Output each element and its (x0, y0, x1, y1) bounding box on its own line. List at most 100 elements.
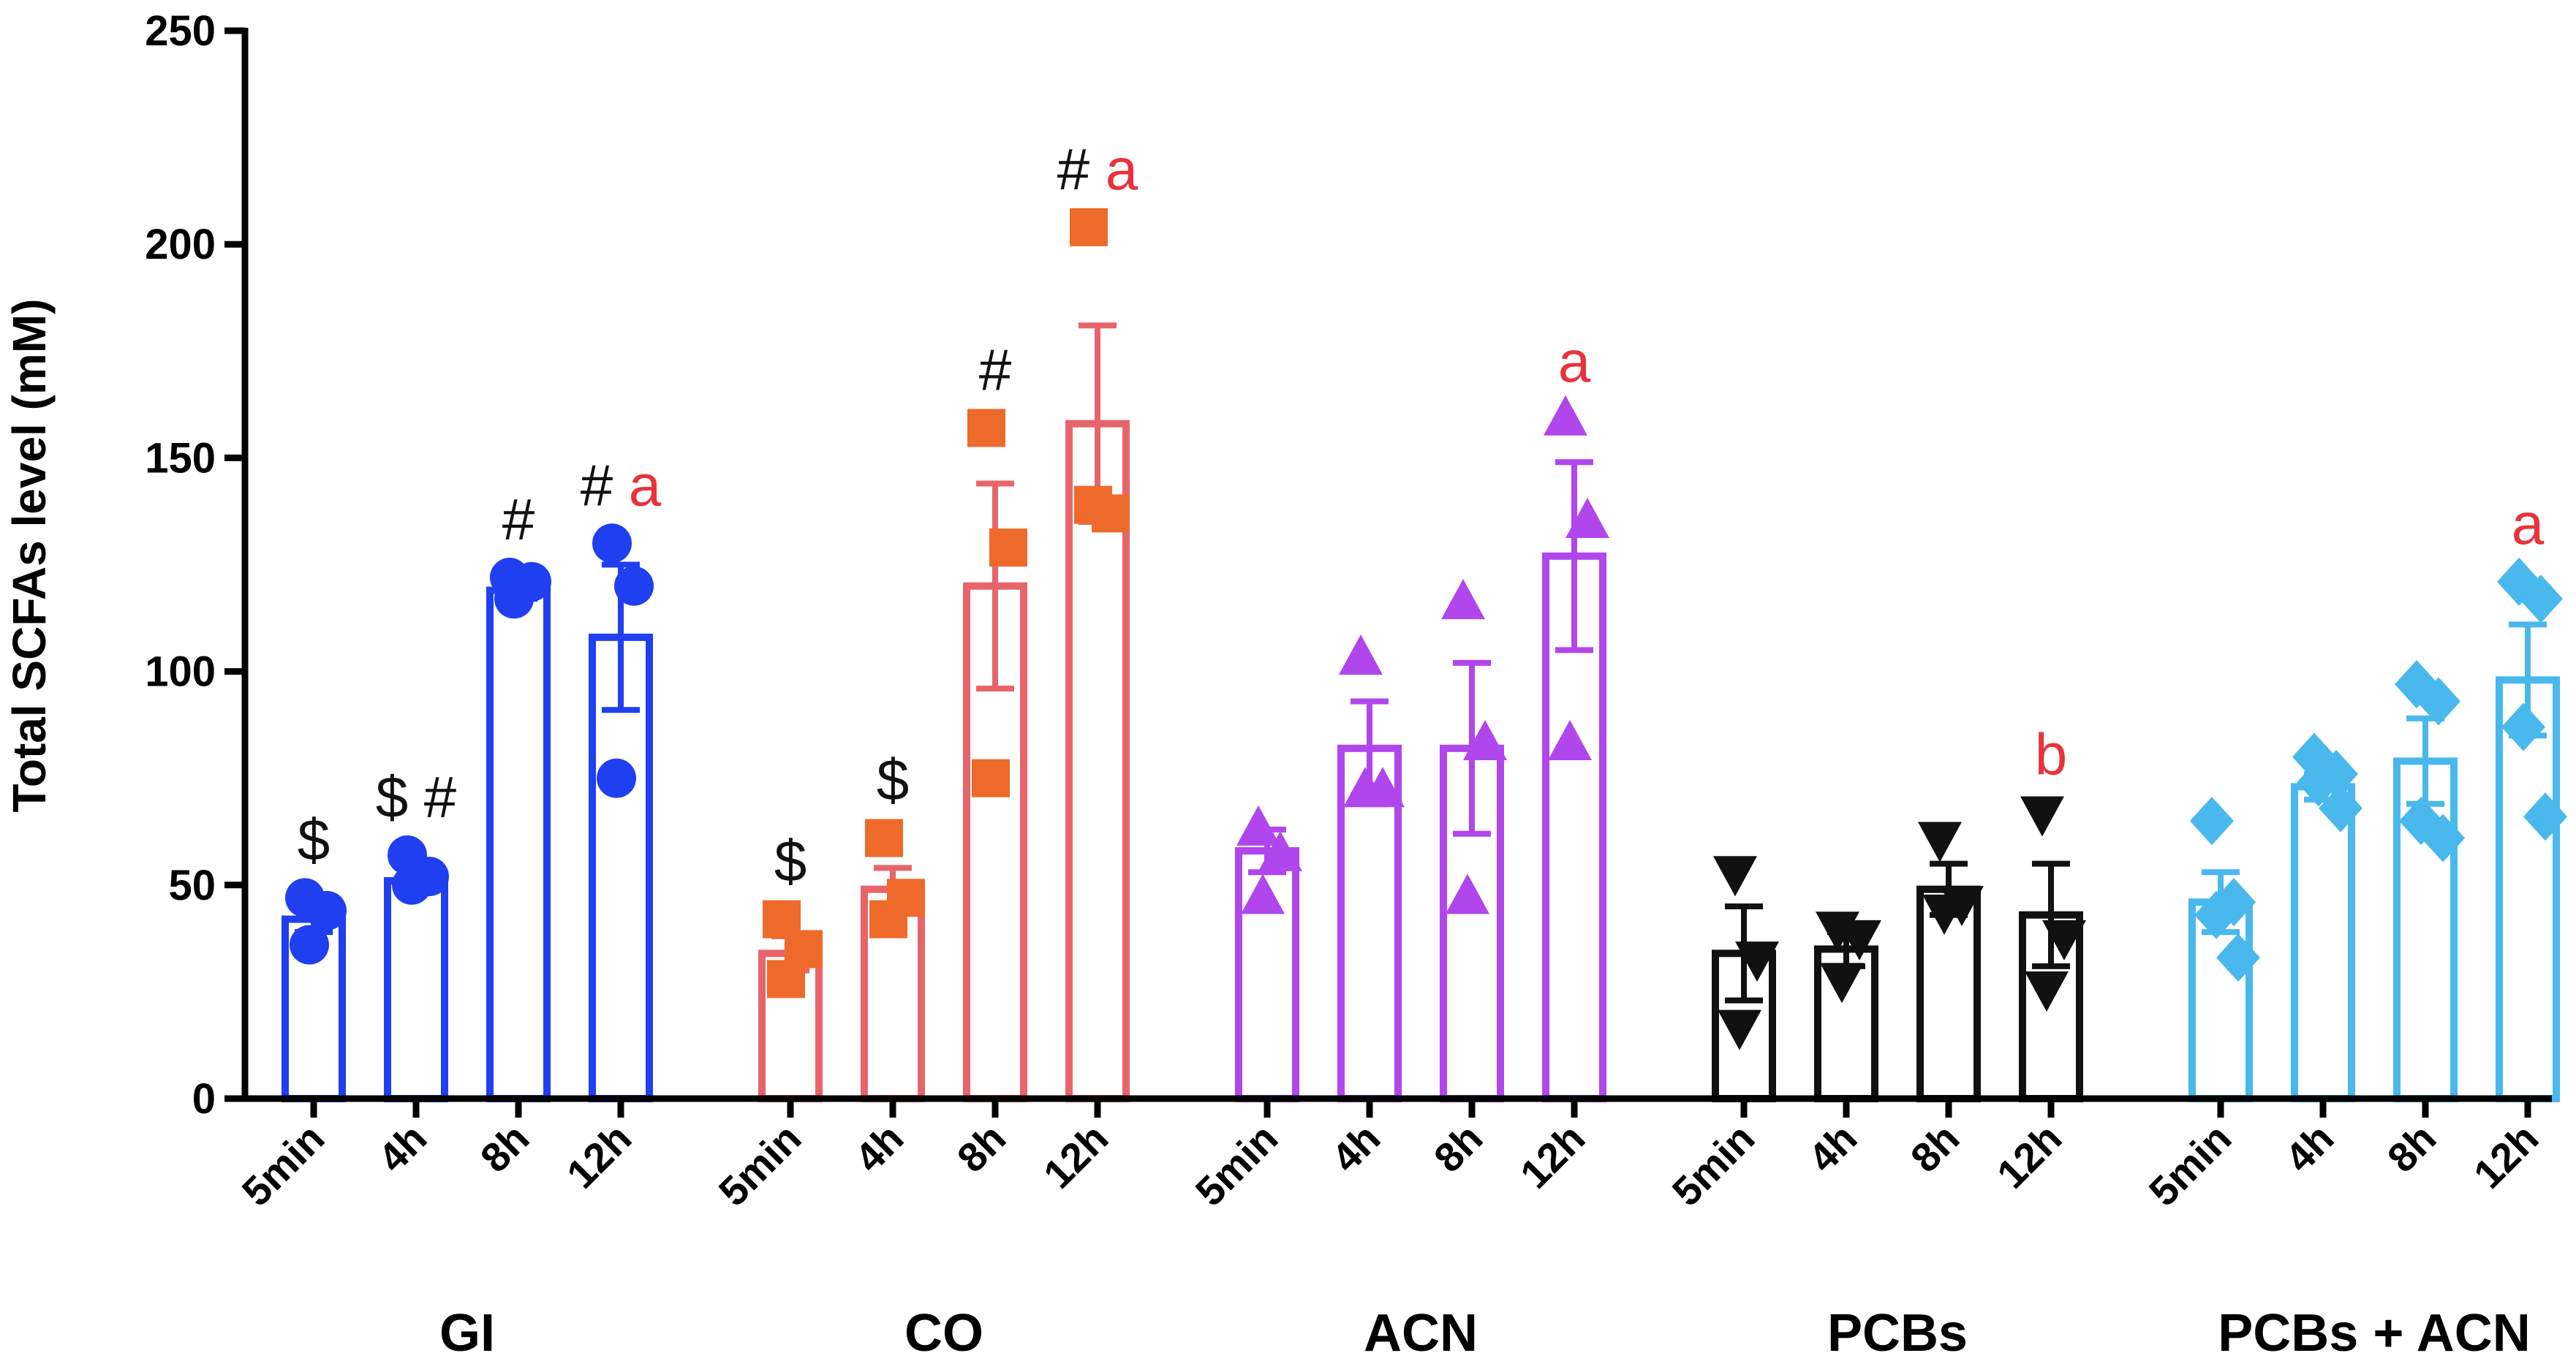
x-tick-label: 5min (710, 1115, 810, 1215)
significance-mark: a (1558, 329, 1591, 394)
data-point-triangle (1258, 830, 1302, 871)
data-point-diamond (2319, 784, 2362, 833)
x-tick-label: 12h (1988, 1115, 2071, 1197)
y-axis-title: Total SCFAs level (mM) (3, 299, 56, 813)
group-label: ACN (1364, 1304, 1478, 1362)
x-tick-label: 5min (2140, 1115, 2240, 1215)
x-axis: 5min 4h 8h 12h GI 5min 4h 8h 12h CO 5min 4h 8h 12h ACN… (233, 1095, 2552, 1362)
y-tick-label: 150 (145, 434, 216, 482)
x-tick-label: 12h (1035, 1115, 1117, 1197)
data-point-triangle-down (1713, 856, 1757, 897)
data-point-triangle (1544, 395, 1587, 436)
y-tick-label: 50 (168, 862, 216, 909)
x-tick-label: 8h (948, 1115, 1015, 1181)
data-point-triangle-down (1718, 1009, 1761, 1050)
x-tick-label: 12h (558, 1115, 641, 1197)
data-point-triangle-down (1735, 941, 1779, 982)
data-point-triangle-down (1922, 894, 1966, 935)
significance-mark: b (2035, 721, 2068, 787)
data-point-circle (597, 758, 636, 798)
x-tick-label: 5min (1187, 1115, 1287, 1215)
significance-mark: # (979, 337, 1012, 402)
significance-mark: $ (877, 748, 910, 813)
data-point-circle (392, 865, 431, 905)
data-point-circle (614, 566, 654, 606)
data-point-triangle-down (2025, 971, 2069, 1012)
data-point-diamond (2190, 797, 2234, 846)
x-tick-label: 4h (2276, 1115, 2343, 1181)
x-tick-label: 4h (846, 1115, 913, 1181)
data-point-triangle-down (1820, 963, 1864, 1004)
group-label: PCBs (1827, 1304, 1968, 1362)
data-point-square (989, 528, 1027, 567)
data-point-square (767, 960, 805, 998)
significance-mark: # (581, 452, 613, 518)
data-point-triangle-down (1837, 920, 1881, 960)
data-point-triangle-down (2020, 796, 2064, 837)
x-tick-label: 4h (1799, 1115, 1866, 1181)
group-label: GI (439, 1304, 495, 1362)
data-point-diamond (2501, 702, 2545, 751)
data-point-triangle (1446, 873, 1489, 914)
data-point-circle (307, 890, 347, 931)
x-tick-label: 8h (1425, 1115, 1492, 1181)
y-tick-label: 250 (145, 7, 216, 55)
bar (486, 586, 551, 1102)
y-tick-label: 100 (145, 648, 216, 696)
data-point-square (869, 900, 907, 939)
x-tick-label: 8h (2379, 1115, 2445, 1181)
data-point-square (972, 759, 1010, 797)
x-tick-label: 12h (2465, 1115, 2547, 1197)
data-point-diamond (2417, 677, 2460, 726)
x-tick-label: 4h (1323, 1115, 1389, 1181)
significance-mark: $ (774, 829, 807, 894)
data-point-diamond (2297, 758, 2341, 807)
y-tick-label: 200 (145, 221, 216, 268)
data-point-triangle-down (1918, 822, 1962, 863)
data-point-diamond (2523, 792, 2567, 841)
data-point-square (1070, 208, 1108, 246)
group-label: CO (904, 1304, 983, 1362)
data-point-triangle (1339, 634, 1383, 675)
significance-mark: # (502, 487, 535, 552)
significance-mark: a (629, 452, 662, 518)
data-points (285, 208, 2567, 1050)
y-axis: 0 50 100 150 200 250 (145, 7, 249, 1123)
data-point-diamond (2421, 814, 2465, 863)
data-point-square (1074, 485, 1112, 524)
data-point-triangle (1241, 873, 1285, 914)
x-tick-label: 8h (472, 1115, 538, 1181)
data-point-triangle-down (2042, 920, 2086, 960)
data-point-circle (494, 579, 534, 619)
group-label: PCBs + ACN (2218, 1304, 2530, 1362)
x-tick-label: 12h (1511, 1115, 1594, 1197)
data-point-diamond (2519, 575, 2563, 624)
data-point-triangle (1236, 805, 1280, 846)
x-tick-label: 5min (233, 1115, 333, 1215)
x-tick-label: 5min (1663, 1115, 1764, 1215)
data-point-triangle (1343, 767, 1387, 808)
y-tick-label: 0 (192, 1075, 216, 1123)
data-point-circle (290, 925, 329, 965)
data-point-diamond (2194, 890, 2238, 939)
data-point-triangle (1565, 498, 1609, 539)
significance-mark: a (1106, 137, 1138, 202)
x-tick-label: 4h (369, 1115, 436, 1181)
data-point-square (967, 409, 1005, 447)
data-point-circle (592, 523, 632, 564)
data-point-square (865, 819, 903, 857)
significance-mark: a (2512, 491, 2545, 556)
data-point-triangle (1463, 719, 1507, 760)
data-point-diamond (2216, 933, 2260, 982)
significance-mark: # (424, 765, 457, 830)
significance-mark: $ (376, 765, 409, 830)
bar (384, 876, 448, 1103)
data-point-triangle (1441, 579, 1485, 620)
significance-mark: $ (298, 807, 331, 872)
significance-mark: # (1057, 137, 1090, 202)
x-tick-label: 8h (1902, 1115, 1968, 1181)
data-point-triangle (1548, 719, 1592, 760)
